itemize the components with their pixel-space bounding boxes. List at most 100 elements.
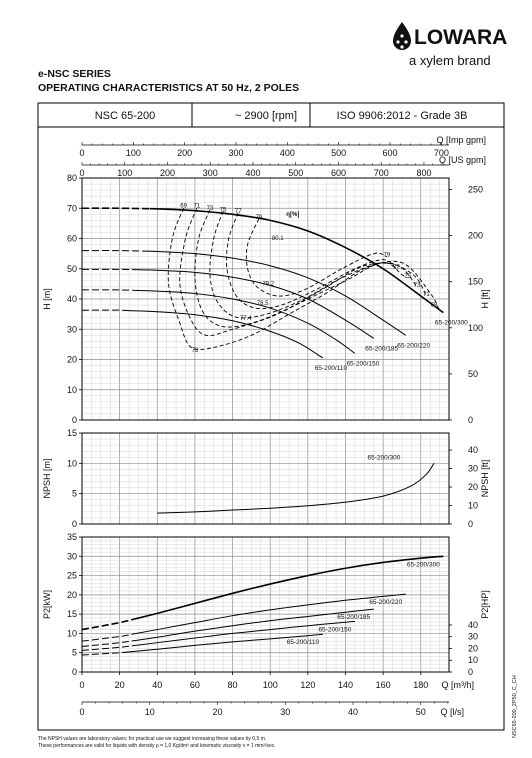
- y-right-tick-label: 40: [468, 620, 478, 630]
- logo-drop-dot: [396, 40, 400, 44]
- efficiency-label: 73: [192, 348, 199, 354]
- top-axis-tick-label: 100: [126, 148, 141, 158]
- curve-label: 65-200/150: [346, 360, 379, 367]
- efficiency-contour: [209, 211, 408, 319]
- y-right-tick-label: 20: [468, 643, 478, 653]
- y-axis-title: P2[kW]: [42, 590, 52, 619]
- y-right-tick-label: 0: [468, 667, 473, 677]
- y-tick-label: 35: [67, 532, 77, 542]
- curve-dashed-segment: [81, 250, 143, 252]
- efficiency-contour: [179, 208, 427, 337]
- y-tick-label: 15: [67, 428, 77, 438]
- pump-speed: ~ 2900 [rpm]: [235, 110, 297, 122]
- bottom-axis-tick-label: 40: [348, 707, 358, 717]
- curve-label: 65-200/300: [367, 454, 400, 461]
- y-right-tick-label: 10: [468, 501, 478, 511]
- efficiency-contour: [225, 212, 397, 310]
- y-tick-label: 20: [67, 590, 77, 600]
- bottom-axis-tick-label: 20: [212, 707, 222, 717]
- top-axis-tick-label: 400: [245, 168, 260, 178]
- efficiency-label: 77.4: [240, 316, 252, 322]
- brand-logo-text: LOWARA: [414, 26, 507, 49]
- y-right-tick-label: 100: [468, 323, 483, 333]
- curve-label: 65-200/110: [315, 365, 348, 372]
- curve-label: 65-200/185: [365, 345, 398, 352]
- top-axis-tick-label: 700: [374, 168, 389, 178]
- curve-dashed-segment: [81, 633, 135, 642]
- y-tick-label: 5: [72, 648, 77, 658]
- efficiency-label: 77: [235, 209, 242, 215]
- efficiency-label: 71: [423, 292, 430, 298]
- y-right-axis-title: P2[HP]: [480, 590, 490, 619]
- curve-65-200-300: [149, 207, 444, 314]
- efficiency-label: 79: [384, 253, 391, 259]
- x-tick-label: 40: [152, 680, 162, 690]
- y-tick-label: 80: [67, 173, 77, 183]
- y-right-axis-title: NPSH [ft]: [480, 460, 490, 498]
- lowara-drop-logo-icon: [393, 22, 411, 50]
- logo-drop-dot: [400, 34, 404, 38]
- top-axis-tick-label: 300: [228, 148, 243, 158]
- y-right-axis-title: H [ft]: [480, 289, 490, 308]
- bottom-axis-tick-label: 0: [79, 707, 84, 717]
- curve-dashed-segment: [81, 618, 135, 631]
- curve-65-200-185: [138, 269, 374, 339]
- npsh-plot-frame: [81, 432, 450, 525]
- curve-label: 65-200/150: [318, 626, 351, 633]
- curve-label: 65-200/300: [435, 320, 468, 327]
- y-right-tick-label: 50: [468, 369, 478, 379]
- y-tick-label: 70: [67, 203, 77, 213]
- top-axis-tick-label: 800: [416, 168, 431, 178]
- efficiency-label: 69: [180, 203, 187, 209]
- footnote-validity: These performances are valid for liquids…: [38, 743, 276, 749]
- efficiency-label: 77: [393, 265, 400, 271]
- test-standard: ISO 9906:2012 - Grade 3B: [337, 110, 468, 122]
- y-tick-label: 50: [67, 264, 77, 274]
- y-tick-label: 10: [67, 385, 77, 395]
- x-tick-label: 140: [338, 680, 353, 690]
- efficiency-label: 75: [404, 274, 411, 280]
- logo-drop-dot: [400, 45, 404, 49]
- top-axis-tick-label: 700: [434, 148, 449, 158]
- x-tick-label: 160: [376, 680, 391, 690]
- curve-dashed-segment: [81, 640, 135, 648]
- y-right-tick-label: 0: [468, 415, 473, 425]
- x-tick-label: 80: [228, 680, 238, 690]
- bottom-axis-tick-label: 30: [280, 707, 290, 717]
- efficiency-label: 78.5: [257, 301, 269, 307]
- top-axis-title: Q [US gpm]: [439, 155, 486, 165]
- top-axis-tick-label: 300: [203, 168, 218, 178]
- efficiency-label: 79.2: [262, 281, 274, 287]
- top-axis-tick-label: 200: [177, 148, 192, 158]
- top-axis-tick-label: 200: [160, 168, 175, 178]
- y-right-tick-label: 200: [468, 231, 483, 241]
- x-tick-label: 120: [300, 680, 315, 690]
- y-tick-label: 0: [72, 415, 77, 425]
- x-tick-label: 180: [413, 680, 428, 690]
- y-tick-label: 20: [67, 355, 77, 365]
- x-tick-label: 20: [115, 680, 125, 690]
- y-right-tick-label: 40: [468, 445, 478, 455]
- top-axis-tick-label: 400: [280, 148, 295, 158]
- efficiency-label: 73: [414, 283, 421, 289]
- y-right-tick-label: 250: [468, 184, 483, 194]
- x-axis-title: Q [m³/h]: [441, 680, 474, 690]
- efficiency-contours: 69 71 73 75 777980.179.278.577.4737977757371…: [167, 203, 440, 354]
- y-tick-label: 0: [72, 519, 77, 529]
- curve-65-200-220: [134, 593, 406, 635]
- pump-model: NSC 65-200: [95, 110, 156, 122]
- top-axis-title: Q [Imp gpm]: [436, 135, 486, 145]
- y-axis-title: NPSH [m]: [42, 458, 52, 498]
- npsh-grid: [81, 432, 450, 525]
- bottom-axis-tick-label: 10: [145, 707, 155, 717]
- curve-label: 65-200/300: [407, 561, 440, 568]
- x-tick-label: 60: [190, 680, 200, 690]
- y-tick-label: 40: [67, 294, 77, 304]
- curve-dashed-segment: [81, 207, 150, 210]
- chart-code: NSC65-200_2P50_C_CH: [512, 675, 518, 738]
- top-axis-tick-label: 500: [331, 148, 346, 158]
- efficiency-contour: [167, 208, 440, 351]
